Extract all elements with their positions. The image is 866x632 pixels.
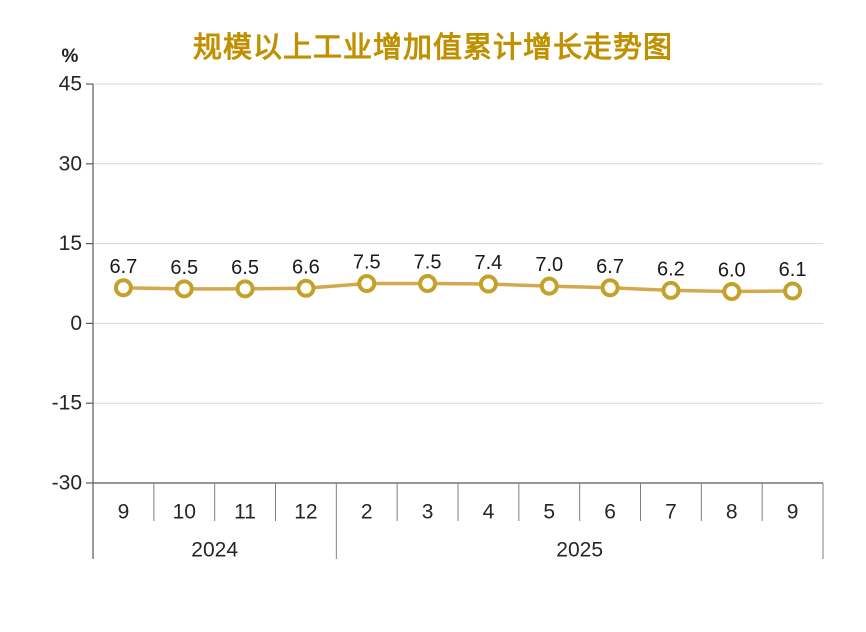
data-point-label: 6.6: [292, 256, 320, 278]
x-axis-month-label: 10: [173, 501, 196, 524]
x-axis-month-label: 4: [483, 501, 495, 524]
data-point-marker: [296, 278, 316, 298]
data-point-marker: [600, 278, 620, 298]
x-axis-month-label: 9: [787, 501, 799, 524]
data-point-marker: [539, 276, 559, 296]
x-axis-month-label: 2: [361, 501, 373, 524]
data-point-label: 6.2: [657, 258, 685, 280]
x-axis-year-label: 2025: [556, 539, 603, 562]
y-axis-tick-label: -30: [52, 472, 82, 495]
y-axis-tick-label: -15: [52, 392, 82, 415]
x-axis-month-label: 5: [543, 501, 555, 524]
y-axis-tick-label: 0: [70, 312, 82, 335]
y-axis-tick-label: 30: [59, 152, 82, 175]
data-point-marker: [783, 281, 803, 301]
data-point-marker: [722, 281, 742, 301]
data-point-label: 7.0: [535, 254, 563, 276]
series-line: [123, 281, 793, 294]
data-point-label: 7.4: [475, 252, 503, 274]
x-axis-month-label: 7: [665, 501, 677, 524]
data-point-marker: [357, 274, 377, 293]
x-axis-month-label: 11: [234, 501, 256, 524]
data-point-marker: [235, 279, 255, 299]
y-axis-tick-label: 15: [59, 232, 82, 255]
data-point-label: 6.5: [170, 257, 198, 279]
data-point-marker: [174, 279, 194, 299]
data-point-marker: [478, 274, 498, 294]
data-point-label: 6.0: [718, 259, 746, 281]
x-axis-month-label: 12: [294, 501, 317, 524]
data-point-label: 7.5: [353, 252, 381, 274]
x-axis-month-label: 9: [118, 501, 130, 524]
x-axis-year-label: 2024: [191, 539, 238, 562]
y-axis-unit-label: %: [61, 46, 79, 67]
y-axis-tick-label: 45: [59, 73, 82, 96]
data-point-label: 7.5: [414, 252, 442, 274]
x-axis-month-label: 8: [726, 501, 738, 524]
data-point-label: 6.1: [779, 259, 807, 281]
data-point-label: 6.7: [596, 256, 624, 278]
data-point-label: 6.5: [231, 257, 259, 279]
data-point-marker: [418, 274, 438, 293]
chart-title: 规模以上工业增加值累计增长走势图: [192, 32, 673, 64]
x-axis-month-label: 3: [422, 501, 434, 524]
data-point-marker: [113, 278, 133, 298]
x-axis-month-label: 6: [604, 501, 616, 524]
data-point-label: 6.7: [110, 256, 138, 278]
data-point-marker: [661, 280, 681, 300]
